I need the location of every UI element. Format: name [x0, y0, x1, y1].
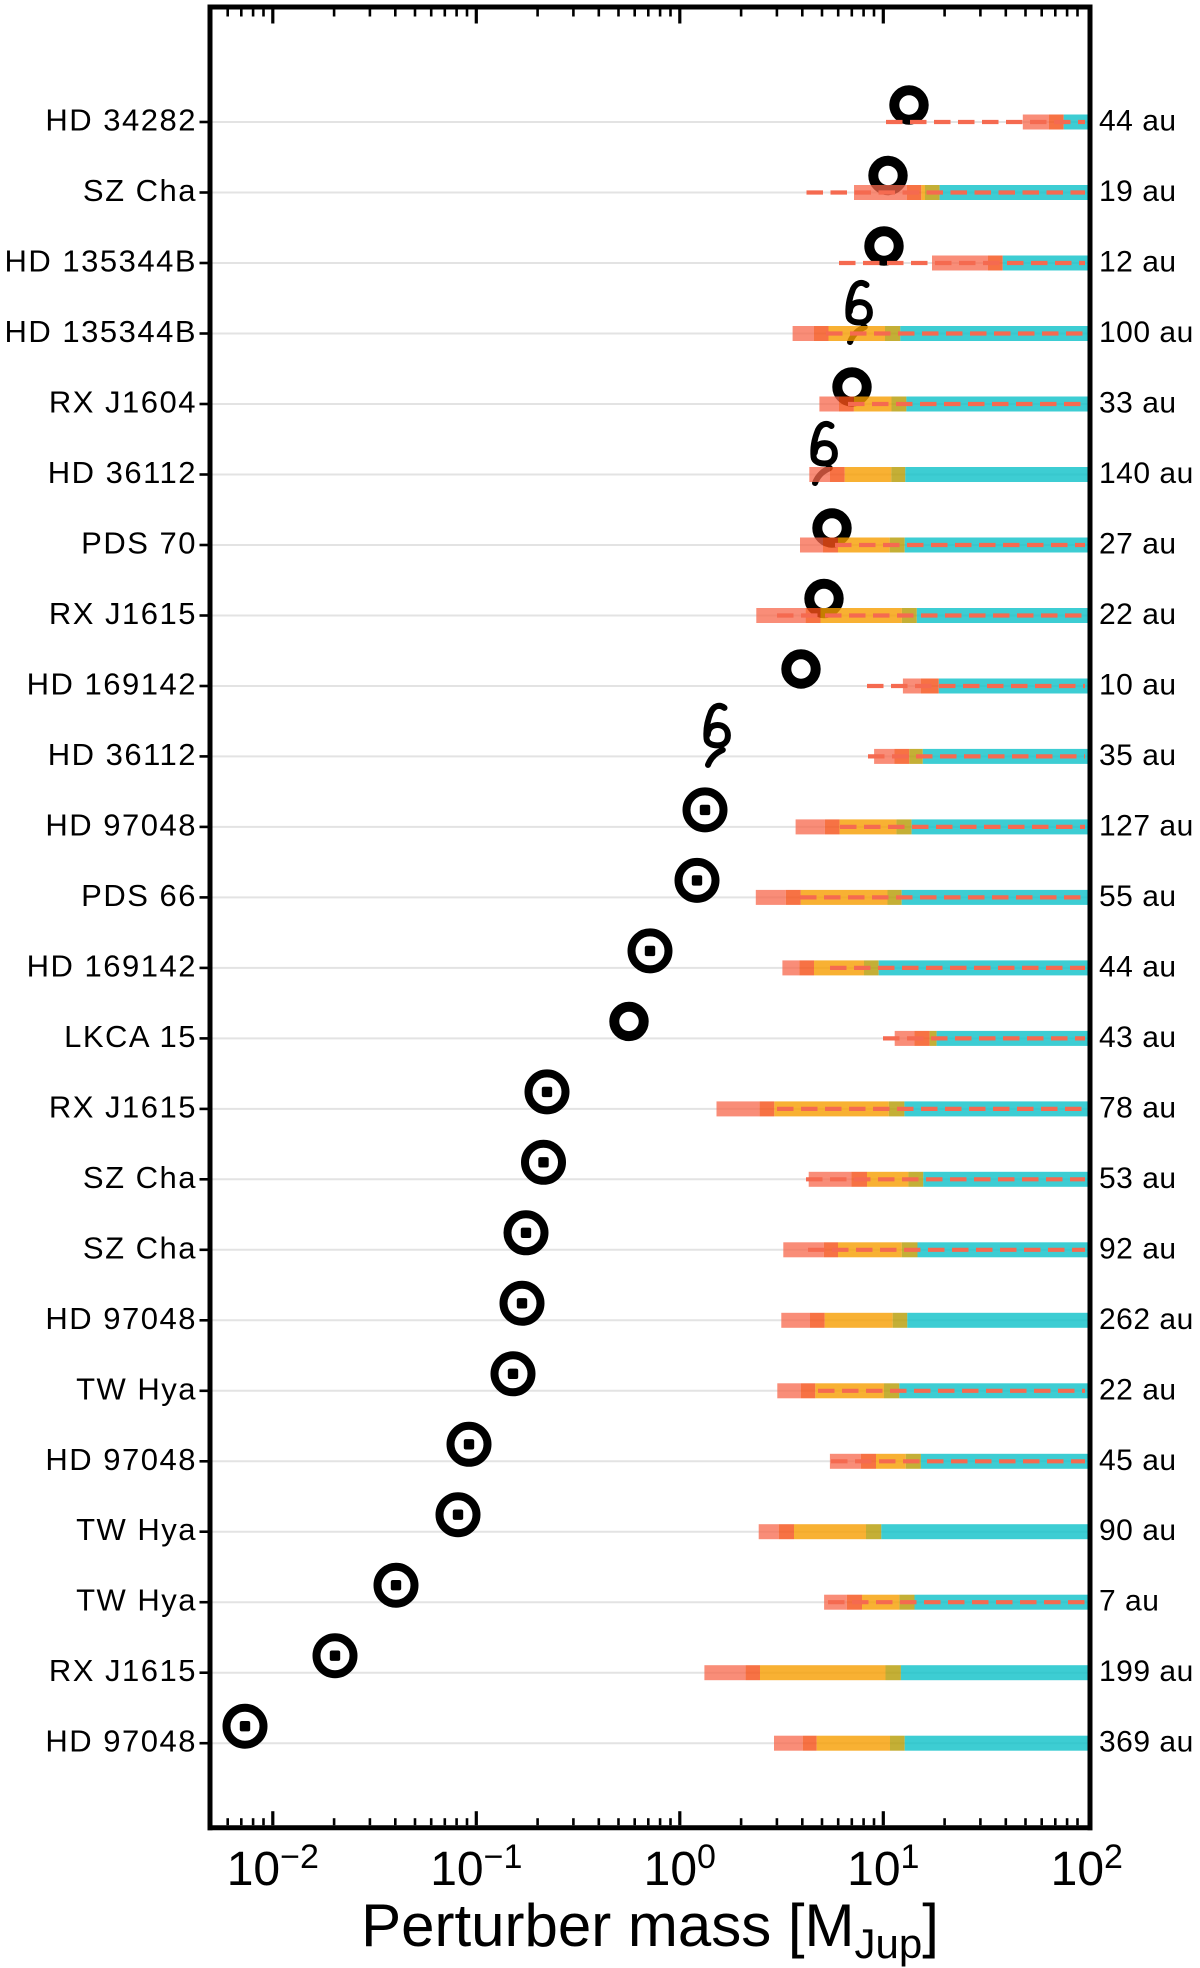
svg-text:Perturber mass [MJup]: Perturber mass [MJup] — [361, 1892, 939, 1967]
svg-text:SZ Cha: SZ Cha — [83, 1160, 197, 1195]
svg-text:HD 36112: HD 36112 — [48, 737, 197, 772]
svg-text:92 au: 92 au — [1099, 1232, 1177, 1265]
svg-text:100: 100 — [644, 1838, 716, 1896]
svg-text:33 au: 33 au — [1099, 387, 1177, 420]
svg-text:44 au: 44 au — [1099, 105, 1177, 138]
svg-text:SZ Cha: SZ Cha — [83, 1230, 197, 1265]
svg-text:TW Hya: TW Hya — [76, 1512, 197, 1547]
svg-text:53 au: 53 au — [1099, 1162, 1177, 1195]
svg-text:78 au: 78 au — [1099, 1091, 1177, 1124]
svg-text:22 au: 22 au — [1099, 598, 1177, 631]
svg-text:HD 97048: HD 97048 — [45, 1442, 197, 1477]
svg-text:90 au: 90 au — [1099, 1514, 1177, 1547]
svg-text:HD 135344B: HD 135344B — [4, 314, 197, 349]
svg-text:RX J1615: RX J1615 — [49, 1089, 197, 1124]
svg-text:127 au: 127 au — [1099, 809, 1194, 842]
svg-text:199 au: 199 au — [1099, 1655, 1194, 1688]
svg-text:PDS 66: PDS 66 — [81, 878, 197, 913]
svg-text:HD 97048: HD 97048 — [45, 1301, 197, 1336]
svg-text:19 au: 19 au — [1099, 175, 1177, 208]
svg-text:44 au: 44 au — [1099, 950, 1177, 983]
svg-text:HD 169142: HD 169142 — [27, 948, 197, 983]
svg-text:RX J1604: RX J1604 — [49, 385, 197, 420]
svg-text:HD 169142: HD 169142 — [27, 667, 197, 702]
svg-text:TW Hya: TW Hya — [76, 1583, 197, 1618]
svg-text:27 au: 27 au — [1099, 528, 1177, 561]
svg-text:HD 34282: HD 34282 — [45, 103, 197, 138]
svg-text:10 au: 10 au — [1099, 669, 1177, 702]
svg-text:45 au: 45 au — [1099, 1444, 1177, 1477]
svg-text:HD 97048: HD 97048 — [45, 1724, 197, 1759]
svg-text:RX J1615: RX J1615 — [49, 596, 197, 631]
svg-text:TW Hya: TW Hya — [76, 1371, 197, 1406]
svg-text:35 au: 35 au — [1099, 739, 1177, 772]
svg-text:7 au: 7 au — [1099, 1585, 1159, 1618]
svg-text:369 au: 369 au — [1099, 1726, 1194, 1759]
svg-text:100 au: 100 au — [1099, 316, 1194, 349]
svg-text:LKCA 15: LKCA 15 — [64, 1019, 197, 1054]
svg-text:140 au: 140 au — [1099, 457, 1194, 490]
svg-text:HD 135344B: HD 135344B — [4, 244, 197, 279]
svg-text:10−1: 10−1 — [430, 1838, 522, 1896]
svg-text:HD 97048: HD 97048 — [45, 807, 197, 842]
svg-text:HD 36112: HD 36112 — [48, 455, 197, 490]
svg-text:22 au: 22 au — [1099, 1373, 1177, 1406]
svg-text:RX J1615: RX J1615 — [49, 1653, 197, 1688]
svg-text:55 au: 55 au — [1099, 880, 1177, 913]
svg-text:12 au: 12 au — [1099, 246, 1177, 279]
svg-text:PDS 70: PDS 70 — [81, 526, 197, 561]
svg-text:SZ Cha: SZ Cha — [83, 173, 197, 208]
svg-text:43 au: 43 au — [1099, 1021, 1177, 1054]
svg-text:262 au: 262 au — [1099, 1303, 1194, 1336]
